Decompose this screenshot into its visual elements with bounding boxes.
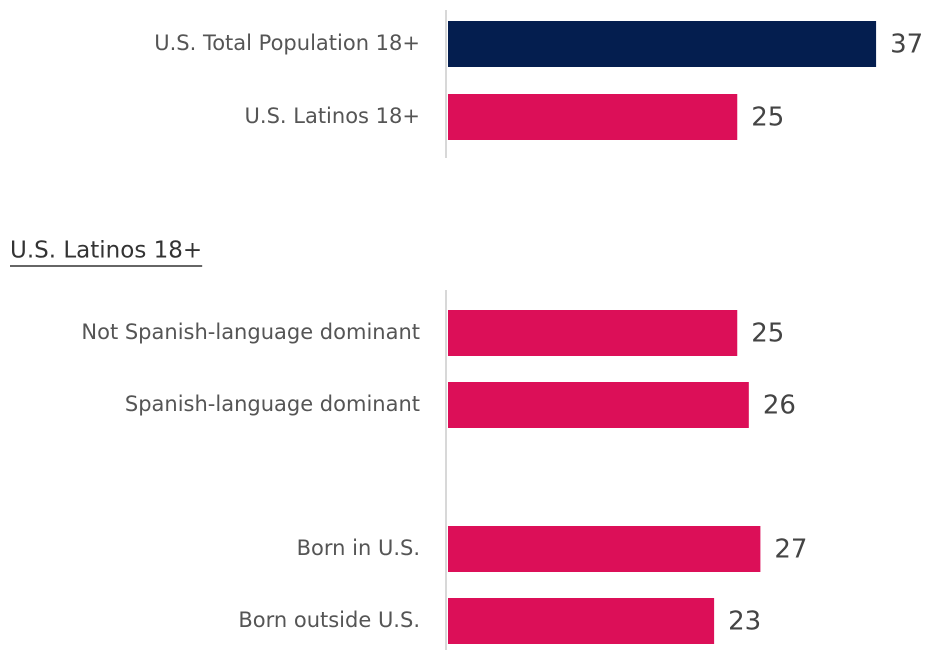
value-label: 26 (763, 391, 796, 421)
bar (448, 21, 877, 67)
category-label: Spanish-language dominant (125, 392, 420, 416)
category-label: U.S. Latinos 18+ (245, 104, 420, 128)
bar (448, 598, 715, 644)
category-label: Not Spanish-language dominant (81, 320, 420, 344)
category-label: Born outside U.S. (238, 608, 420, 632)
bar (448, 310, 738, 356)
value-label: 23 (728, 607, 761, 637)
section-title: U.S. Latinos 18+ (10, 238, 202, 264)
bar (448, 526, 761, 572)
value-label: 25 (751, 319, 784, 349)
bar (448, 94, 738, 140)
bar (448, 382, 749, 428)
value-label: 37 (890, 30, 923, 60)
value-label: 27 (774, 535, 807, 565)
value-label: 25 (751, 103, 784, 133)
category-label: U.S. Total Population 18+ (154, 31, 420, 55)
category-label: Born in U.S. (297, 536, 420, 560)
